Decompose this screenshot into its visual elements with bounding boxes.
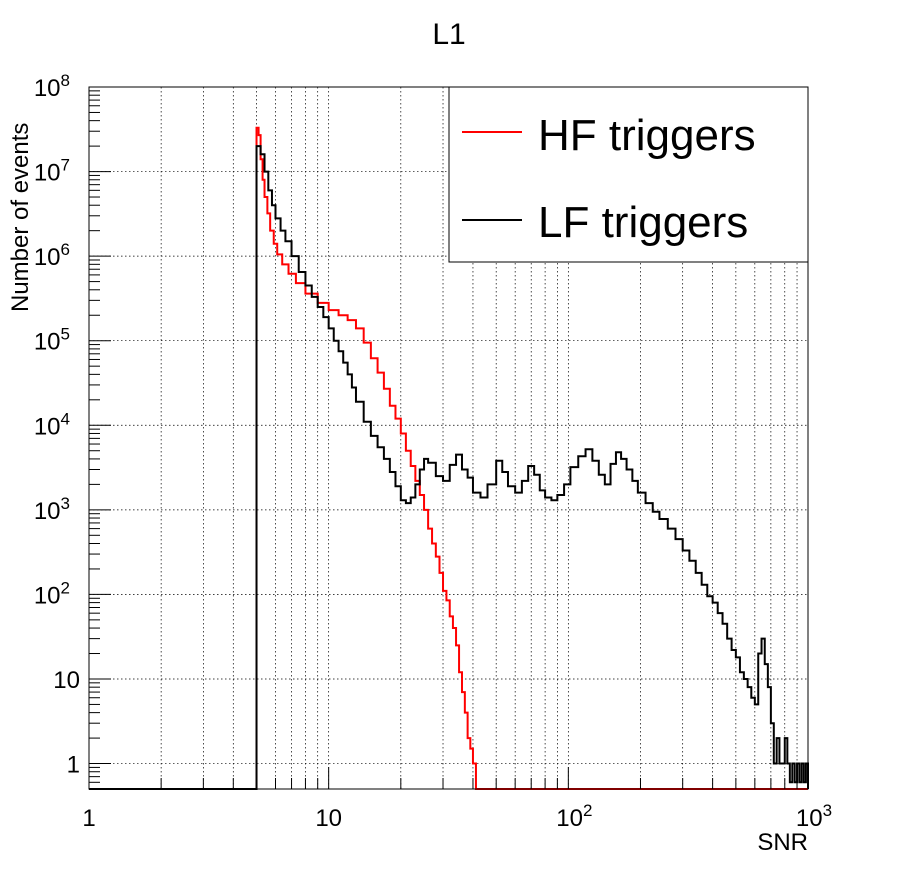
x-tick-label: 103: [796, 801, 832, 832]
legend-lf-label: LF triggers: [538, 198, 748, 247]
legend-box: [448, 86, 809, 263]
x-tick-label: 1: [82, 805, 95, 832]
x-tick-label: 102: [556, 801, 592, 832]
y-tick-label: 103: [34, 494, 70, 525]
y-tick-label: 106: [34, 240, 70, 271]
series-line-hf: [89, 126, 808, 790]
axis-ticks: [88, 86, 809, 790]
y-tick-label: 105: [34, 325, 70, 356]
y-tick-label: 107: [34, 156, 70, 187]
y-tick-label: 104: [34, 409, 70, 440]
y-tick-label: 108: [34, 71, 70, 102]
legend: HF triggers LF triggers: [448, 86, 809, 263]
y-axis-label: Number of events: [7, 123, 34, 312]
y-tick-label: 1: [67, 752, 80, 779]
chart-title: L1: [432, 18, 465, 51]
series-layer: [89, 126, 809, 790]
x-axis-label: SNR: [757, 829, 808, 856]
y-tick-label: 102: [34, 578, 70, 609]
tick-labels: 1 10 102 103 1 10 102 103 104 105 106 107 108: [34, 71, 832, 832]
legend-hf-label: HF triggers: [538, 111, 756, 160]
series-line-lf: [89, 145, 809, 790]
y-tick-label: 10: [53, 667, 80, 694]
x-tick-label: 10: [315, 805, 342, 832]
